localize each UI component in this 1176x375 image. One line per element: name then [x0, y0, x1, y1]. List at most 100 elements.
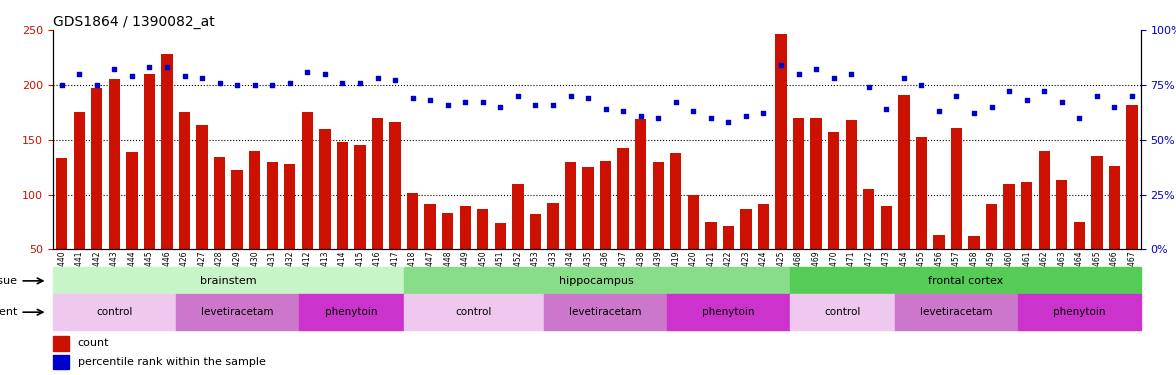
Bar	[810, 118, 822, 249]
Point	[211, 80, 229, 86]
Point	[140, 64, 159, 70]
Point	[1088, 93, 1107, 99]
Bar	[916, 138, 927, 249]
Point	[175, 73, 194, 79]
Point	[246, 82, 265, 88]
Bar	[757, 204, 769, 249]
Bar	[600, 160, 612, 249]
Text: tissue: tissue	[0, 276, 18, 286]
Bar	[143, 74, 155, 249]
Point	[579, 95, 597, 101]
Bar	[985, 204, 997, 249]
Bar	[403, 294, 544, 330]
Bar	[1091, 156, 1103, 249]
Point	[508, 93, 527, 99]
Text: control: control	[96, 307, 133, 317]
Bar	[214, 157, 226, 249]
Bar	[372, 118, 383, 249]
Bar	[74, 112, 85, 249]
Text: levetiracetam: levetiracetam	[201, 307, 273, 317]
Text: frontal cortex: frontal cortex	[928, 276, 1003, 286]
Bar	[667, 294, 790, 330]
Bar	[1109, 166, 1120, 249]
Bar	[425, 204, 436, 249]
Point	[228, 82, 247, 88]
Bar	[460, 206, 470, 249]
Bar	[881, 206, 893, 249]
Point	[333, 80, 352, 86]
Bar	[1056, 180, 1068, 249]
Bar	[179, 112, 191, 249]
Bar	[790, 267, 1141, 294]
Point	[158, 64, 176, 70]
Bar	[175, 294, 299, 330]
Point	[456, 99, 475, 105]
Bar	[56, 158, 67, 249]
Bar	[442, 213, 454, 249]
Bar	[1127, 105, 1137, 249]
Point	[52, 82, 71, 88]
Bar	[319, 129, 330, 249]
Point	[350, 80, 369, 86]
Text: agent: agent	[0, 307, 18, 317]
Bar	[950, 128, 962, 249]
Bar	[301, 112, 313, 249]
Point	[421, 97, 440, 103]
Point	[913, 82, 931, 88]
Point	[193, 75, 212, 81]
Point	[719, 119, 737, 125]
Bar	[564, 162, 576, 249]
Bar	[53, 355, 69, 369]
Text: phenytoin: phenytoin	[325, 307, 377, 317]
Bar	[688, 195, 699, 249]
Bar	[670, 153, 681, 249]
Bar	[513, 184, 523, 249]
Text: GDS1864 / 1390082_at: GDS1864 / 1390082_at	[53, 15, 215, 29]
Bar	[267, 162, 278, 249]
Bar	[790, 294, 895, 330]
Point	[807, 66, 826, 72]
Text: percentile rank within the sample: percentile rank within the sample	[78, 357, 266, 367]
Point	[684, 108, 703, 114]
Text: control: control	[824, 307, 861, 317]
Point	[754, 110, 773, 116]
Point	[771, 62, 790, 68]
Bar	[389, 122, 401, 249]
Bar	[740, 209, 751, 249]
Bar	[126, 152, 138, 249]
Bar	[285, 164, 295, 249]
Bar	[846, 120, 857, 249]
Point	[789, 71, 808, 77]
Bar	[828, 132, 840, 249]
Bar	[495, 223, 506, 249]
Bar	[1074, 222, 1085, 249]
Bar	[53, 267, 403, 294]
Point	[877, 106, 896, 112]
Text: brainstem: brainstem	[200, 276, 256, 286]
Point	[262, 82, 281, 88]
Point	[69, 71, 88, 77]
Bar	[544, 294, 667, 330]
Bar	[898, 95, 909, 249]
Bar	[582, 167, 594, 249]
Point	[1017, 97, 1036, 103]
Point	[964, 110, 983, 116]
Point	[386, 78, 405, 84]
Point	[526, 102, 544, 108]
Bar	[407, 194, 419, 249]
Bar	[354, 145, 366, 249]
Bar	[299, 294, 403, 330]
Point	[701, 115, 720, 121]
Point	[368, 75, 387, 81]
Bar	[723, 226, 734, 249]
Bar	[529, 214, 541, 249]
Bar	[1018, 294, 1141, 330]
Point	[1070, 115, 1089, 121]
Point	[1000, 88, 1018, 94]
Point	[490, 104, 509, 110]
Point	[298, 69, 316, 75]
Point	[1105, 104, 1124, 110]
Point	[561, 93, 580, 99]
Bar	[793, 118, 804, 249]
Bar	[1003, 184, 1015, 249]
